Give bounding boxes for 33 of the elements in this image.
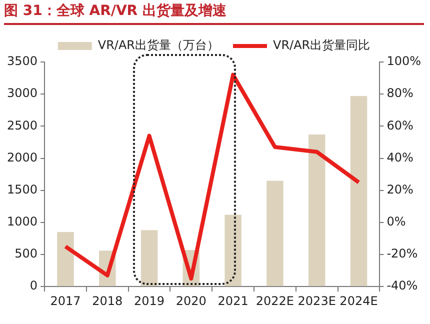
y2-tick-label: -20% bbox=[386, 246, 418, 261]
x-tick-label: 2024E bbox=[340, 294, 378, 308]
bar bbox=[224, 214, 242, 286]
x-tick-label: 2021 bbox=[218, 294, 248, 308]
bar bbox=[350, 96, 368, 286]
y-tick-label: 500 bbox=[14, 246, 38, 261]
y-tick-label: 1500 bbox=[6, 182, 38, 196]
y-tick-label: 3500 bbox=[6, 54, 38, 68]
x-tick-label: 2018 bbox=[92, 294, 123, 308]
y-tick-label: 3000 bbox=[6, 86, 38, 100]
bar bbox=[308, 134, 326, 286]
legend-label: VR/AR出货量同比 bbox=[273, 38, 370, 52]
chart-title: 图 31：全球 AR/VR 出货量及增速 bbox=[4, 2, 424, 25]
y2-tick-label: 60% bbox=[386, 118, 414, 132]
y-tick-label: 2000 bbox=[6, 150, 38, 164]
y2-tick-label: 100% bbox=[386, 54, 422, 68]
y-tick-label: 0 bbox=[30, 278, 38, 293]
bar bbox=[266, 180, 284, 286]
y-tick-label: 2500 bbox=[6, 118, 38, 132]
x-tick-label: 2022E bbox=[256, 294, 294, 308]
y2-tick-label: 80% bbox=[386, 86, 414, 100]
bar bbox=[57, 232, 74, 286]
legend-label: VR/AR出货量（万台） bbox=[98, 38, 220, 52]
x-tick-label: 2023E bbox=[298, 294, 336, 308]
x-tick-label: 2017 bbox=[50, 294, 81, 308]
x-tick-label: 2019 bbox=[134, 294, 165, 308]
y2-tick-label: -40% bbox=[386, 278, 418, 293]
bar bbox=[140, 230, 158, 286]
y2-tick-label: 20% bbox=[386, 182, 414, 196]
y2-tick-label: 40% bbox=[386, 150, 414, 164]
y-tick-label: 1000 bbox=[6, 214, 38, 229]
y2-tick-label: 0% bbox=[386, 214, 406, 229]
x-tick-label: 2020 bbox=[176, 294, 206, 308]
